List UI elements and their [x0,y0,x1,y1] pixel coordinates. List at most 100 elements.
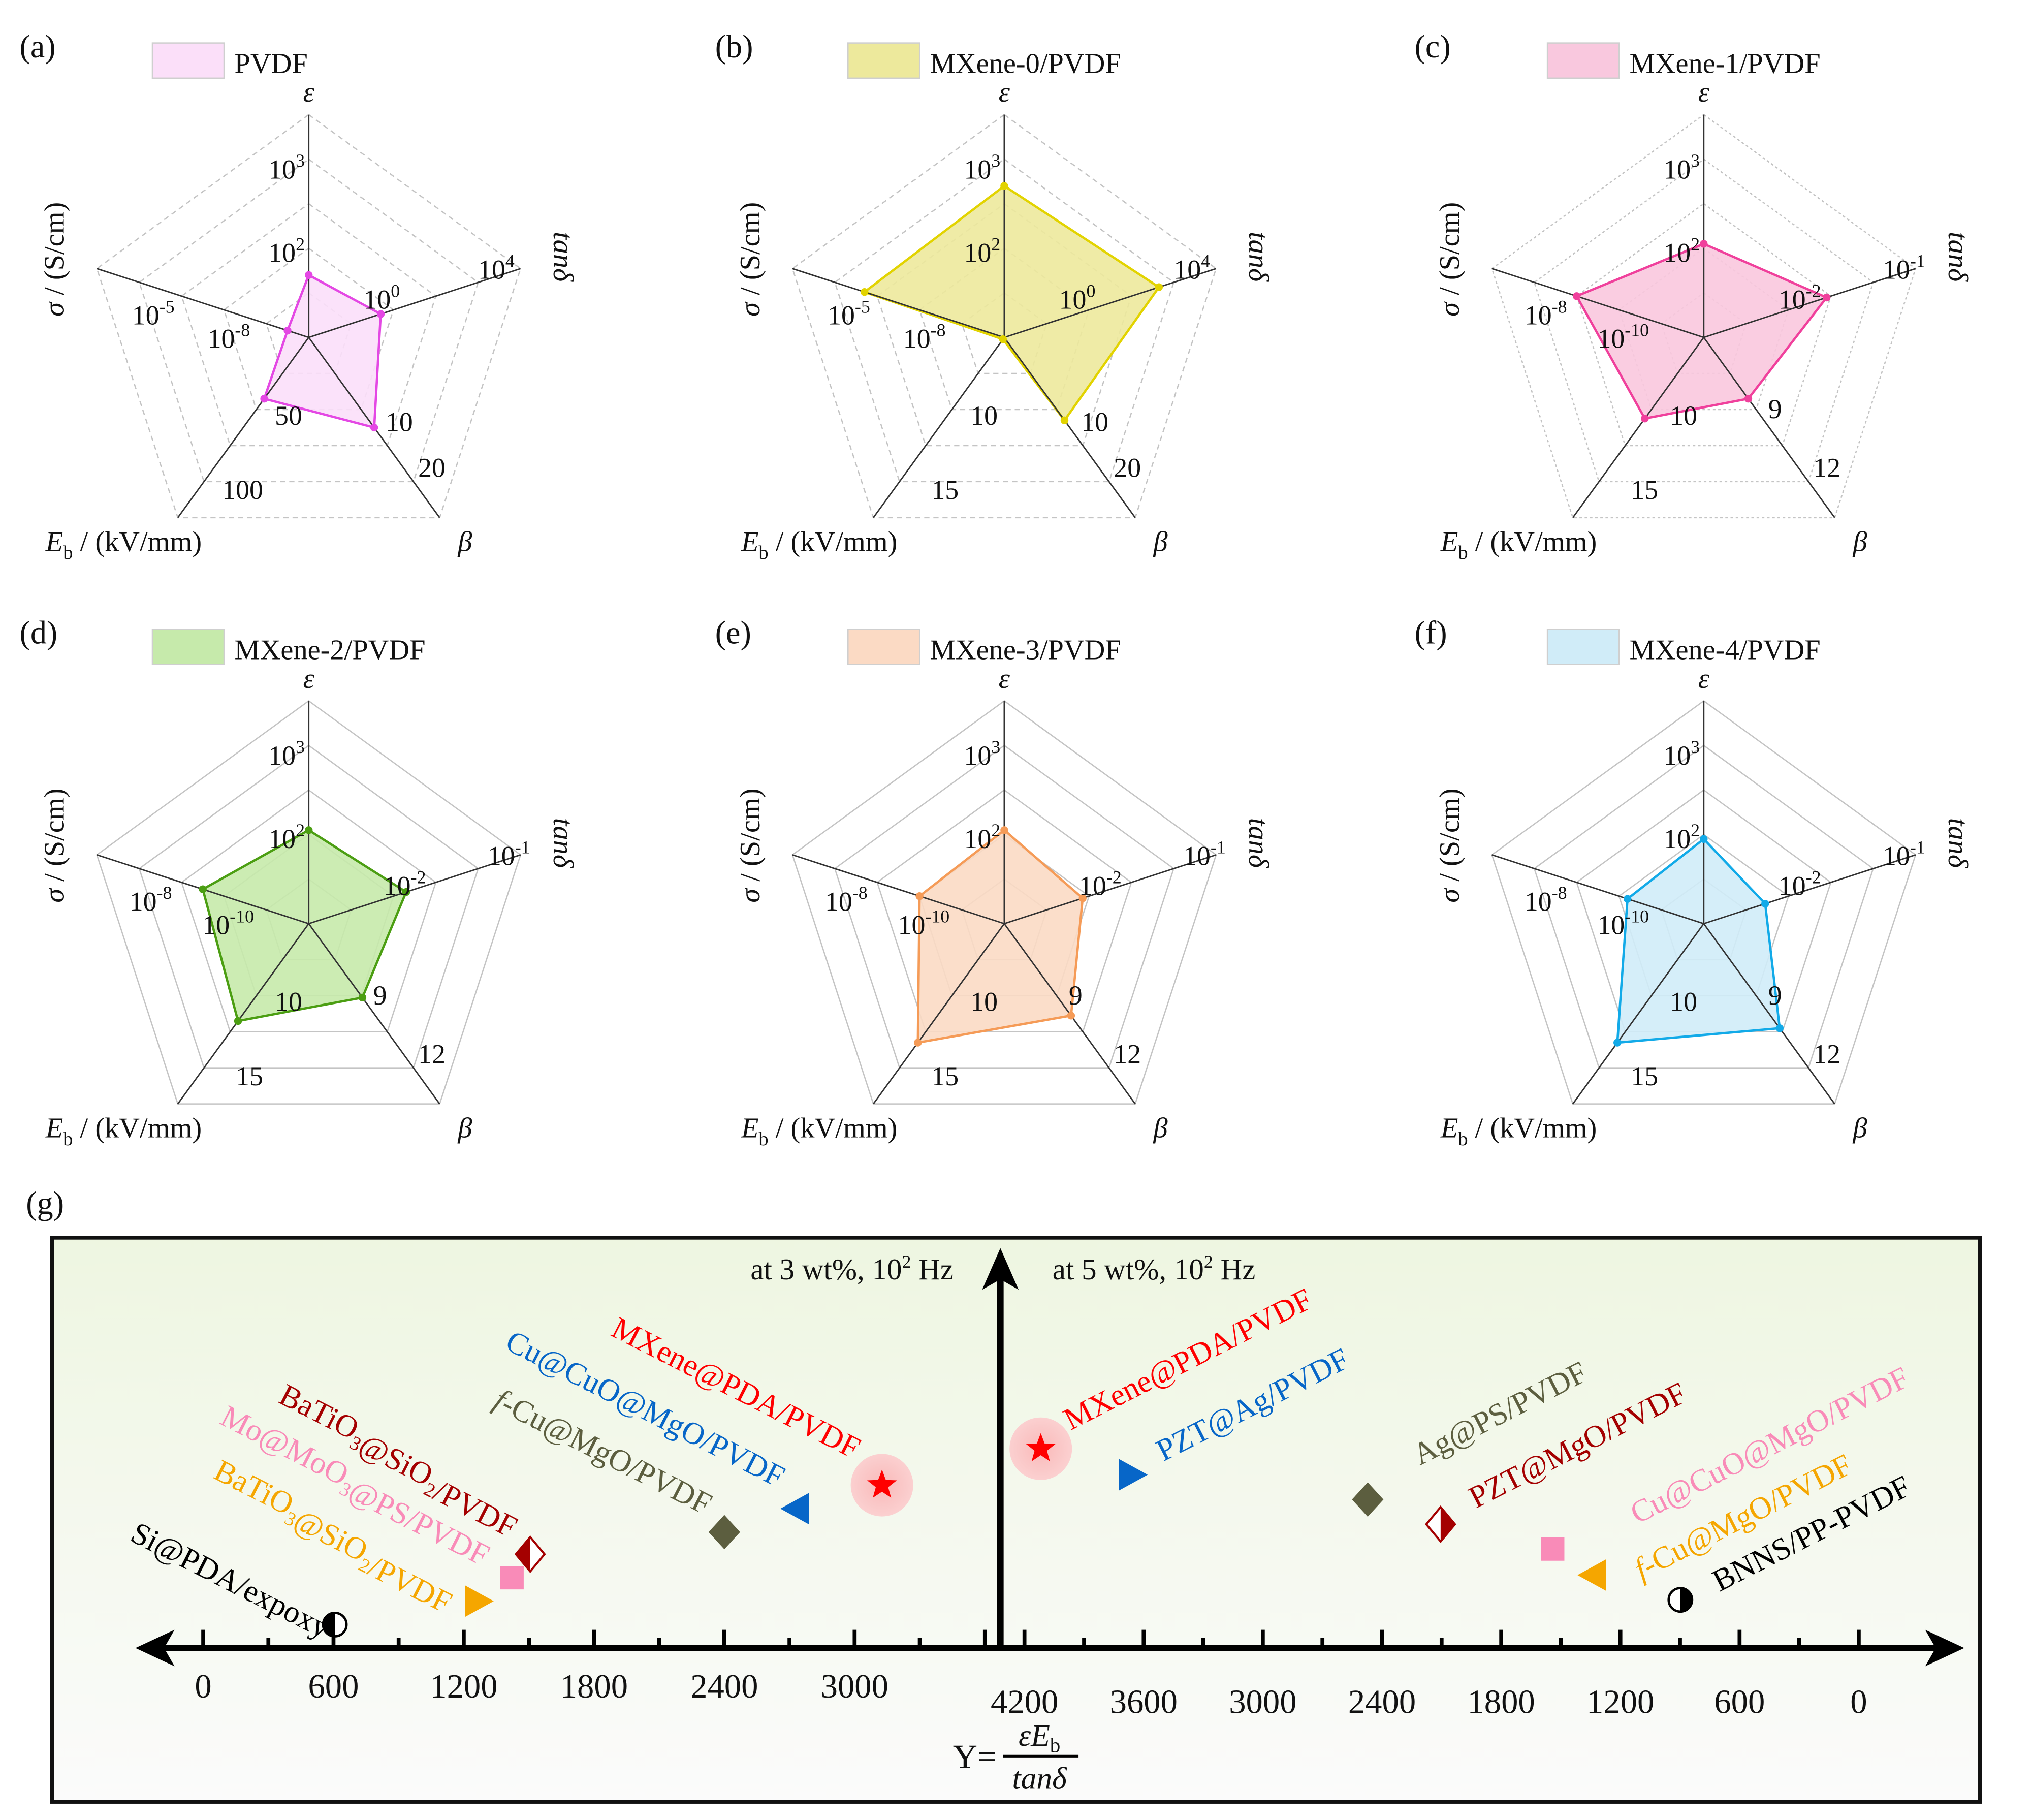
data-polygon [263,273,382,429]
tick-label-right: 3600 [1110,1684,1178,1721]
tick-base: 10 [1183,841,1211,871]
axis-label-epsilon: ε [1698,663,1710,695]
tick-tan-2: 104 [478,251,515,285]
data-point [1700,240,1708,248]
tick-base: 10 [1779,871,1806,901]
data-polygon [201,829,408,1023]
sigma-unit: / (S/cm) [1434,202,1466,302]
axis-label-eb: Eb / (kV/mm) [45,526,202,563]
tick-exponent: 2 [991,820,1000,840]
tick-sig-1: 10-8 [825,883,868,917]
axis-line [308,268,521,338]
tick-base: 15 [236,1061,263,1091]
legend-label: MXene-3/PVDF [930,634,1121,666]
eb-symbol: E [45,1112,63,1144]
legend-label: MXene-1/PVDF [1630,48,1821,80]
grid-ring [961,292,1047,374]
axis-label-eb: Eb / (kV/mm) [45,1112,202,1149]
tick-base: 10 [1663,237,1691,268]
radar-panel-c: (c) MXene-1/PVDF10210310-210-110-810-1010… [1415,28,1974,563]
tick-base: 10 [1597,324,1625,354]
star-icon [1026,1433,1056,1462]
tick-eps-1: 102 [964,820,1000,854]
tick-base: 9 [1768,394,1782,424]
tick-label-left: 0 [195,1668,211,1705]
axis-line [1572,337,1704,518]
tick-exponent: -5 [855,296,870,317]
tick-exponent: 2 [991,234,1000,254]
tick-tan-2: 10-1 [1883,251,1925,285]
panel-label: (d) [19,615,57,651]
tick-label-right: 0 [1850,1684,1867,1721]
chart-frame [50,1236,1982,1804]
data-point [283,326,292,335]
data-point [914,1039,922,1047]
tick-base: 10 [1663,740,1691,771]
eb-symbol: E [1440,1112,1458,1144]
data-point [1155,283,1163,291]
tick-exponent: -2 [1806,281,1821,301]
axis-line [1491,854,1704,925]
tick-eps-1: 102 [1663,820,1700,854]
data-point [861,288,869,296]
tick-base: 10 [384,871,411,901]
tick-beta-1: 10 [386,407,413,437]
legend-swatch [847,629,920,665]
tick-base: 10 [1670,400,1697,431]
tick-base: 12 [1813,1039,1840,1069]
legend-swatch [847,42,920,79]
tick-base: 20 [1114,452,1141,483]
tick-beta-2: 12 [418,1039,446,1069]
eb-symbol: E [1440,526,1458,558]
axis-label-epsilon: ε [303,77,315,108]
tick-label-right: 1800 [1467,1684,1535,1721]
grid-ring [1576,203,1832,447]
tick-base: 9 [373,980,387,1011]
axis-label-beta: β [1153,526,1168,558]
triangle-left-icon [780,1493,809,1525]
axis-line [1003,337,1136,518]
axis-line [1491,268,1704,338]
eb-subscript: b [758,542,768,563]
sigma-symbol: σ [1434,301,1466,317]
legend-swatch [1546,42,1620,79]
tick-base: 10 [1079,871,1106,901]
axis-line [177,923,309,1105]
panel-label: (g) [26,1185,64,1221]
tick-sig-2: 10-8 [208,320,250,354]
tick-eb-1: 50 [275,400,302,431]
eb-unit: / (kV/mm) [73,1112,202,1144]
tick-tan-2: 10-1 [1183,837,1226,871]
tick-tan-1: 10-2 [1779,281,1821,315]
data-point [199,885,207,893]
tick-label-left: 2400 [690,1668,758,1705]
sigma-symbol: σ [735,888,766,903]
tick-label-right: 4200 [991,1684,1058,1721]
tick-beta-2: 12 [1114,1039,1141,1069]
tick-base: 10 [1883,841,1910,871]
data-point [1000,826,1008,834]
tick-base: 10 [1173,255,1201,285]
tick-eb-2: 15 [236,1061,263,1091]
axis-line [873,923,1005,1105]
tick-exponent: 3 [1691,150,1700,171]
title-text: at 3 wt%, 10 [750,1252,902,1286]
tick-tan-1: 10-2 [1079,867,1122,901]
tick-base: 10 [970,987,998,1017]
tick-base: 12 [1114,1039,1141,1069]
tick-exponent: -10 [1625,906,1649,926]
title-text: at 5 wt%, 10 [1053,1252,1204,1286]
tick-base: 10 [1081,407,1108,437]
axis-line [1004,268,1217,338]
tick-base: 10 [828,300,855,330]
tick-base: 10 [268,740,296,771]
tick-sig-2: 10-10 [1597,906,1649,940]
tick-exponent: -8 [1552,883,1567,903]
tick-base: 10 [1670,987,1697,1017]
legend-label: MXene-4/PVDF [1630,634,1821,666]
star-icon [867,1469,897,1498]
tick-eps-2: 103 [1663,737,1700,771]
tick-sig-2: 10-10 [898,906,950,940]
tick-exponent: 2 [1691,820,1700,840]
tick-exponent: -1 [515,837,530,857]
